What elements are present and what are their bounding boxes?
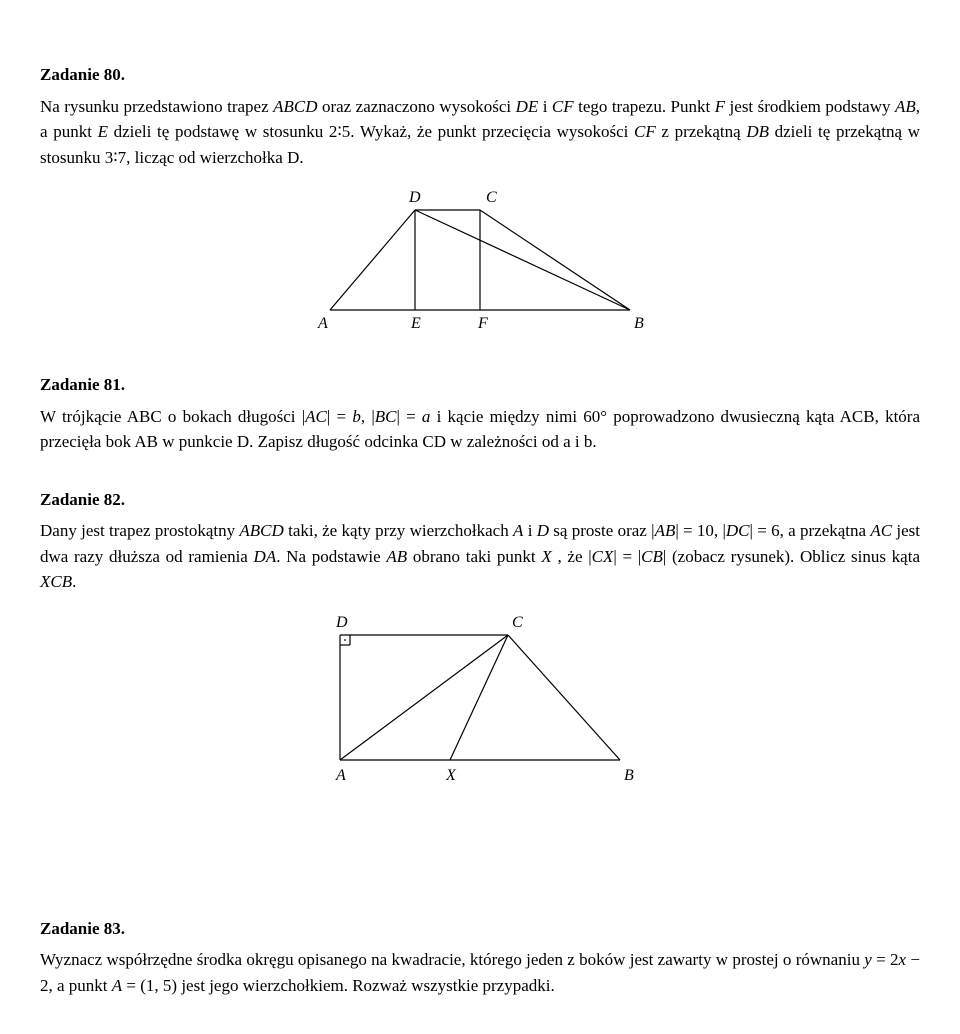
text-z81: W trójkącie ABC o bokach długości |AC| =… — [40, 404, 920, 455]
svg-text:D: D — [335, 614, 348, 631]
svg-text:E: E — [410, 315, 421, 332]
heading-z83: Zadanie 83. — [40, 916, 920, 942]
svg-text:D: D — [408, 189, 421, 206]
text-z82: Dany jest trapez prostokątny ABCD taki, … — [40, 518, 920, 595]
svg-text:C: C — [512, 614, 523, 631]
svg-text:B: B — [624, 767, 634, 784]
svg-text:F: F — [477, 315, 488, 332]
text-z80: Na rysunku przedstawiono trapez ABCD ora… — [40, 94, 920, 171]
svg-text:B: B — [634, 315, 644, 332]
svg-text:A: A — [335, 767, 346, 784]
diagram-z80: D C A E F B — [290, 180, 670, 340]
diagram-z82: D C A X B — [280, 605, 680, 790]
spacer — [40, 794, 920, 884]
svg-text:C: C — [486, 189, 497, 206]
heading-z80: Zadanie 80. — [40, 62, 920, 88]
heading-z81: Zadanie 81. — [40, 372, 920, 398]
svg-text:X: X — [445, 767, 457, 784]
svg-text:A: A — [317, 315, 328, 332]
heading-z82: Zadanie 82. — [40, 487, 920, 513]
text-z83: Wyznacz współrzędne środka okręgu opisan… — [40, 947, 920, 998]
